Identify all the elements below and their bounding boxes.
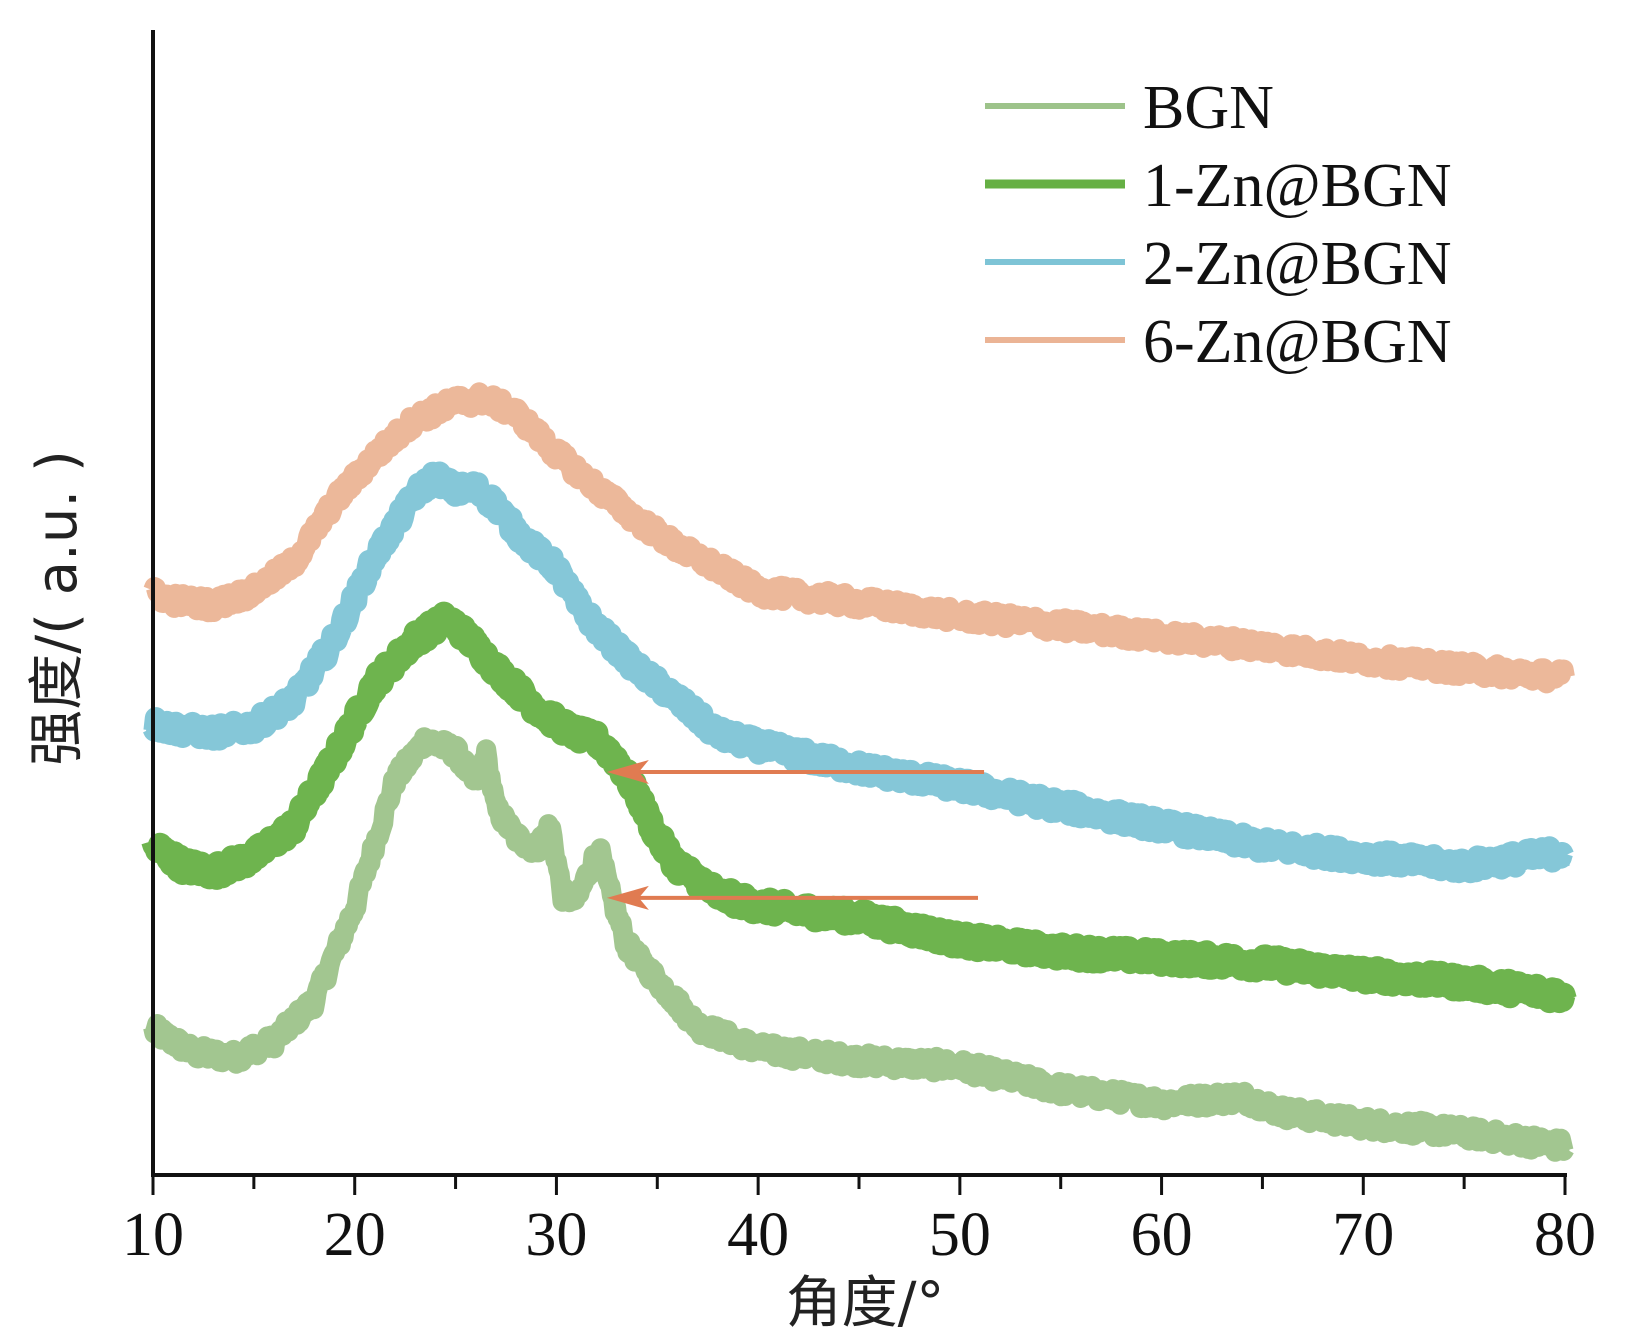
annotation-arrow-head-2: [606, 885, 649, 910]
legend-label-6-zn-bgn: 6-Zn@BGN: [1143, 308, 1452, 376]
annotation-layer: [606, 759, 985, 910]
legend-label-2-zn-bgn: 2-Zn@BGN: [1143, 230, 1452, 298]
series-line-bgn: [143, 727, 1574, 1162]
x-tick-label: 70: [1332, 1201, 1394, 1269]
x-tick-label: 20: [324, 1201, 386, 1269]
legend-label-1-zn-bgn: 1-Zn@BGN: [1143, 152, 1452, 220]
series-layer: [141, 382, 1577, 1162]
y-axis-title: 强度/( a.u. ): [25, 450, 90, 766]
annotation-arrow-head-1: [606, 759, 649, 784]
x-tick-label: 10: [122, 1201, 184, 1269]
series-line-2-zn-bgn: [143, 461, 1575, 884]
x-axis-title: 角度/°: [786, 1271, 945, 1336]
axis-layer: [151, 30, 1567, 1195]
x-tick-label: 30: [525, 1201, 587, 1269]
x-tick-label: 80: [1534, 1201, 1596, 1269]
legend: BGN 1-Zn@BGN 2-Zn@BGN 6-Zn@BGN: [985, 74, 1452, 376]
x-tick-label: 40: [727, 1201, 789, 1269]
tick-label-layer: 10 20 30 40 50 60 70 80: [122, 1201, 1596, 1269]
x-tick-label: 50: [929, 1201, 991, 1269]
series-line-6-zn-bgn: [143, 382, 1575, 694]
series-line-1-zn-bgn: [141, 601, 1577, 1014]
legend-label-bgn: BGN: [1143, 74, 1274, 142]
x-tick-label: 60: [1131, 1201, 1193, 1269]
